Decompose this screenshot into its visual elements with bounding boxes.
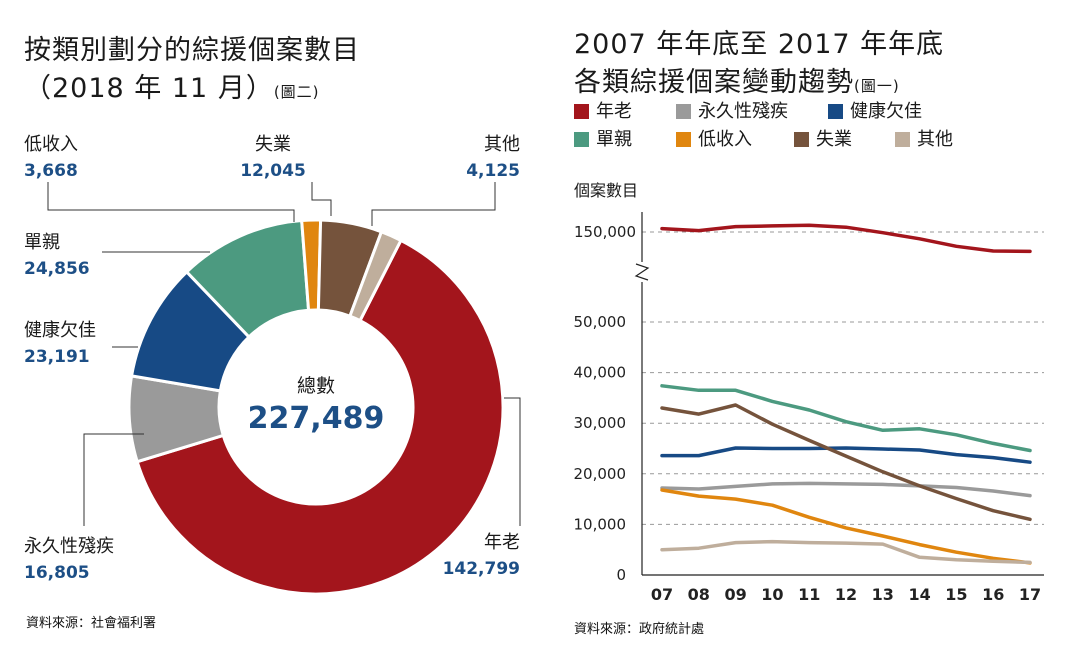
legend-label-5: 失業 <box>816 129 852 150</box>
line-grid: 0 10,000 20,000 30,000 40,000 50,000 150,000 <box>574 223 1044 584</box>
donut-leader-4 <box>47 182 295 222</box>
axis-break-icon <box>634 263 650 281</box>
line-axes <box>634 212 1044 576</box>
donut-label-1: 永久性殘疾 <box>24 536 114 557</box>
legend-label-0: 年老 <box>596 101 632 122</box>
donut-value-0: 142,799 <box>443 559 520 579</box>
legend-swatch-1 <box>676 104 691 119</box>
line-title-line1: 2007 年年底至 2017 年年底 <box>574 29 945 60</box>
x-tick-1: 08 <box>688 585 710 604</box>
x-tick-0: 07 <box>651 585 673 604</box>
line-x-ticks: 07 08 09 10 11 12 13 14 15 16 17 <box>651 585 1041 604</box>
x-tick-7: 14 <box>908 585 930 604</box>
series-line-low_income <box>660 488 1032 565</box>
series-line-illhealth <box>660 446 1032 464</box>
y-tick-0: 0 <box>616 566 626 584</box>
donut-value-5: 12,045 <box>240 161 306 181</box>
donut-title-line2: （2018 年 11 月）(圖二) <box>24 66 320 105</box>
line-series <box>660 223 1032 565</box>
donut-slice-0 <box>135 238 505 596</box>
legend-label-3: 單親 <box>596 129 632 150</box>
legend-label-4: 低收入 <box>698 129 752 150</box>
x-tick-2: 09 <box>724 585 746 604</box>
series-line-disability <box>660 481 1032 498</box>
donut-value-4: 3,668 <box>24 161 78 181</box>
donut-leader-0 <box>504 397 521 526</box>
x-tick-3: 10 <box>761 585 783 604</box>
x-tick-8: 15 <box>945 585 967 604</box>
series-line-elderly <box>660 223 1032 254</box>
donut-value-6: 4,125 <box>466 161 520 181</box>
donut-label-0: 年老 <box>484 532 520 553</box>
donut-chart: 年老 142,799 永久性殘疾 16,805 健康欠佳 23,191 單親 24,856 低收… <box>24 134 521 596</box>
legend-swatch-2 <box>828 104 843 119</box>
series-line-unemployment <box>660 403 1032 522</box>
line-title-line2: 各類綜援個案變動趨勢(圖一) <box>574 60 900 99</box>
donut-leader-lines <box>47 182 521 526</box>
legend-label-6: 其他 <box>917 129 953 150</box>
donut-label-4: 低收入 <box>24 134 78 155</box>
donut-label-5: 失業 <box>255 134 291 155</box>
donut-value-2: 23,191 <box>24 347 90 367</box>
y-tick-5: 50,000 <box>574 313 627 331</box>
donut-value-3: 24,856 <box>24 259 90 279</box>
donut-label-2: 健康欠佳 <box>24 320 96 341</box>
donut-title-period: （2018 年 11 月） <box>24 73 274 104</box>
x-tick-9: 16 <box>982 585 1004 604</box>
x-tick-5: 12 <box>835 585 857 604</box>
donut-leader-1 <box>83 433 144 526</box>
y-tick-3: 30,000 <box>574 414 627 432</box>
y-tick-upper: 150,000 <box>574 223 636 241</box>
legend-swatch-4 <box>676 132 691 147</box>
donut-label-3: 單親 <box>24 232 60 253</box>
x-tick-10: 17 <box>1019 585 1041 604</box>
legend-swatch-3 <box>574 132 589 147</box>
line-ylabel: 個案數目 <box>574 181 638 200</box>
legend-label-1: 永久性殘疾 <box>698 101 788 122</box>
legend-label-2: 健康欠佳 <box>850 101 922 122</box>
donut-title-note: (圖二) <box>273 83 320 101</box>
line-title-main: 各類綜援個案變動趨勢 <box>574 67 854 98</box>
donut-center-label: 總數 <box>297 375 335 397</box>
x-tick-6: 13 <box>872 585 894 604</box>
line-title-note: (圖一) <box>854 77 900 95</box>
donut-leader-5 <box>311 182 332 216</box>
x-tick-4: 11 <box>798 585 820 604</box>
donut-label-6: 其他 <box>484 134 520 155</box>
y-tick-4: 40,000 <box>574 364 627 382</box>
legend-swatch-0 <box>574 104 589 119</box>
donut-value-1: 16,805 <box>24 563 90 583</box>
donut-labels: 年老 142,799 永久性殘疾 16,805 健康欠佳 23,191 單親 24,856 低收… <box>24 134 520 583</box>
series-line-others <box>660 539 1032 565</box>
donut-slices <box>127 218 505 596</box>
donut-slice-6 <box>347 229 403 323</box>
y-tick-2: 20,000 <box>574 465 627 483</box>
y-tick-1: 10,000 <box>574 515 627 533</box>
series-line-single_parent <box>660 384 1032 453</box>
legend-swatch-5 <box>794 132 809 147</box>
donut-center-value: 227,489 <box>248 401 385 436</box>
legend-swatch-6 <box>895 132 910 147</box>
donut-source: 資料來源：社會福利署 <box>26 616 157 631</box>
donut-title-line1: 按類別劃分的綜援個案數目 <box>24 35 360 66</box>
donut-leader-6 <box>371 182 496 226</box>
line-source: 資料來源：政府統計處 <box>574 622 705 637</box>
